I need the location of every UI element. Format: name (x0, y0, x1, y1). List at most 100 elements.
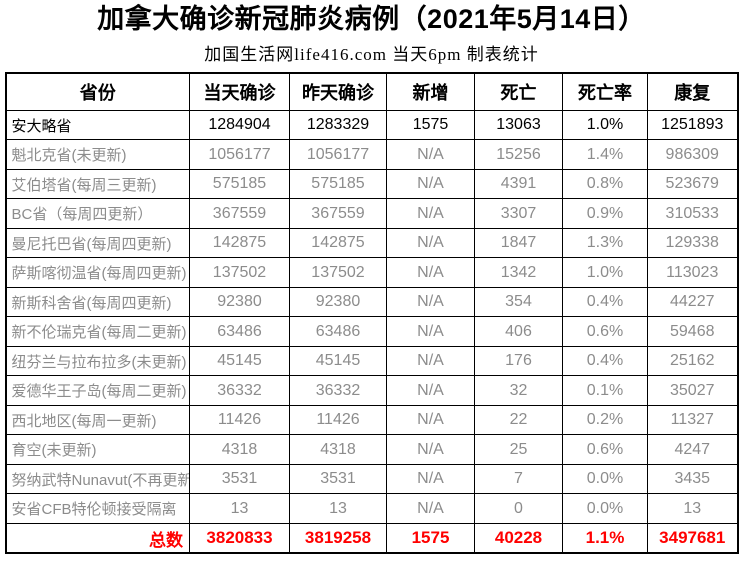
table-row: 萨斯喀彻温省(每周四更新) 137502 137502 N/A 1342 1.0… (5, 257, 738, 288)
total-label: 总数 (5, 522, 190, 554)
value-cell: 25 (474, 434, 563, 465)
col-header-recovered: 康复 (647, 72, 738, 111)
value-cell: 0.4% (562, 286, 648, 318)
value-cell: 15256 (474, 139, 563, 170)
value-cell: 1056177 (289, 139, 387, 170)
value-cell: 0.9% (562, 198, 648, 229)
value-cell: 44227 (647, 286, 738, 318)
value-cell: N/A (386, 375, 475, 406)
value-cell: 0.0% (562, 493, 648, 524)
value-cell: 4318 (289, 434, 387, 465)
value-cell: 1.3% (562, 227, 648, 259)
value-cell: 25162 (647, 345, 738, 377)
value-cell: 4247 (647, 434, 738, 465)
table-row: 努纳武特Nunavut(不再更新) 3531 3531 N/A 7 0.0% 3… (5, 463, 738, 495)
page-subtitle: 加国生活网life416.com 当天6pm 制表统计 (204, 44, 539, 64)
province-cell: 魁北克省(未更新) (5, 139, 190, 170)
province-cell: 努纳武特Nunavut(不再更新) (5, 463, 190, 495)
value-cell: 137502 (189, 257, 290, 288)
province-cell: 纽芬兰与拉布拉多(未更新) (5, 345, 190, 377)
value-cell: 3435 (647, 463, 738, 495)
value-cell: 0.4% (562, 345, 648, 377)
value-cell: 986309 (647, 139, 738, 170)
value-cell: N/A (386, 257, 475, 288)
col-header-new: 新增 (386, 72, 475, 111)
value-cell: 63486 (289, 316, 387, 347)
total-value-cell: 3820833 (189, 522, 290, 554)
value-cell: 63486 (189, 316, 290, 347)
province-cell: 安省CFB特伦顿接受隔离 (5, 493, 190, 524)
value-cell: 523679 (647, 168, 738, 200)
table-row: 新不伦瑞克省(每周二更新) 63486 63486 N/A 406 0.6% 5… (5, 316, 738, 347)
page-title: 加拿大确诊新冠肺炎病例（2021年5月14日） (97, 4, 646, 34)
value-cell: 0.2% (562, 404, 648, 436)
province-cell: 爱德华王子岛(每周二更新) (5, 375, 190, 406)
col-header-today: 当天确诊 (189, 72, 290, 111)
value-cell: 92380 (289, 286, 387, 318)
value-cell: 3531 (189, 463, 290, 495)
value-cell: 0.1% (562, 375, 648, 406)
value-cell: 1.0% (562, 257, 648, 288)
value-cell: 92380 (189, 286, 290, 318)
value-cell: N/A (386, 286, 475, 318)
value-cell: 310533 (647, 198, 738, 229)
value-cell: 1575 (386, 109, 475, 141)
value-cell: 1847 (474, 227, 563, 259)
value-cell: N/A (386, 434, 475, 465)
table-row: 曼尼托巴省(每周四更新) 142875 142875 N/A 1847 1.3%… (5, 227, 738, 259)
value-cell: 0.0% (562, 463, 648, 495)
header-row: 省份 当天确诊 昨天确诊 新增 死亡 死亡率 康复 (5, 72, 738, 111)
value-cell: 13 (647, 493, 738, 524)
value-cell: 0.8% (562, 168, 648, 200)
table-row: 安省CFB特伦顿接受隔离 13 13 N/A 0 0.0% 13 (5, 493, 738, 524)
value-cell: N/A (386, 316, 475, 347)
value-cell: 1056177 (189, 139, 290, 170)
value-cell: 11426 (289, 404, 387, 436)
value-cell: 4391 (474, 168, 563, 200)
value-cell: 3307 (474, 198, 563, 229)
value-cell: 35027 (647, 375, 738, 406)
value-cell: 0.6% (562, 434, 648, 465)
value-cell: 11327 (647, 404, 738, 436)
value-cell: 13 (189, 493, 290, 524)
value-cell: N/A (386, 463, 475, 495)
total-value-cell: 3819258 (289, 522, 387, 554)
value-cell: 7 (474, 463, 563, 495)
table-row: 西北地区(每周一更新) 11426 11426 N/A 22 0.2% 1132… (5, 404, 738, 436)
value-cell: N/A (386, 493, 475, 524)
value-cell: N/A (386, 139, 475, 170)
province-cell: 萨斯喀彻温省(每周四更新) (5, 257, 190, 288)
value-cell: 59468 (647, 316, 738, 347)
province-cell: 安大略省 (5, 109, 190, 141)
value-cell: 1283329 (289, 109, 387, 141)
col-header-province: 省份 (5, 72, 190, 111)
value-cell: 1251893 (647, 109, 738, 141)
value-cell: N/A (386, 198, 475, 229)
table-row: 艾伯塔省(每周三更新) 575185 575185 N/A 4391 0.8% … (5, 168, 738, 200)
value-cell: 0.6% (562, 316, 648, 347)
total-value-cell: 40228 (474, 522, 563, 554)
value-cell: N/A (386, 227, 475, 259)
value-cell: N/A (386, 404, 475, 436)
table-row: 新斯科舍省(每周四更新) 92380 92380 N/A 354 0.4% 44… (5, 286, 738, 318)
value-cell: 3531 (289, 463, 387, 495)
value-cell: 575185 (189, 168, 290, 200)
value-cell: 113023 (647, 257, 738, 288)
value-cell: 142875 (289, 227, 387, 259)
value-cell: 575185 (289, 168, 387, 200)
table-row: 纽芬兰与拉布拉多(未更新) 45145 45145 N/A 176 0.4% 2… (5, 345, 738, 377)
value-cell: 142875 (189, 227, 290, 259)
total-value-cell: 3497681 (647, 522, 738, 554)
value-cell: 13063 (474, 109, 563, 141)
total-value-cell: 1575 (386, 522, 475, 554)
value-cell: 36332 (189, 375, 290, 406)
province-cell: 艾伯塔省(每周三更新) (5, 168, 190, 200)
value-cell: 129338 (647, 227, 738, 259)
value-cell: 0 (474, 493, 563, 524)
col-header-deaths: 死亡 (474, 72, 563, 111)
province-cell: 曼尼托巴省(每周四更新) (5, 227, 190, 259)
value-cell: 11426 (189, 404, 290, 436)
value-cell: 367559 (189, 198, 290, 229)
value-cell: 36332 (289, 375, 387, 406)
